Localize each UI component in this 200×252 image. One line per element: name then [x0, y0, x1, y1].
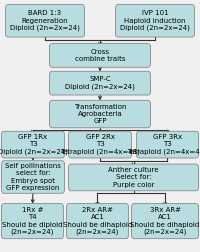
FancyBboxPatch shape	[132, 204, 198, 239]
FancyBboxPatch shape	[6, 5, 84, 37]
FancyBboxPatch shape	[2, 204, 63, 239]
FancyBboxPatch shape	[2, 161, 64, 193]
FancyBboxPatch shape	[50, 44, 150, 67]
Text: 1Rx #
T4
Should be diploid
(2n=2x=24): 1Rx # T4 Should be diploid (2n=2x=24)	[2, 207, 63, 235]
FancyBboxPatch shape	[69, 164, 198, 191]
FancyBboxPatch shape	[67, 204, 128, 239]
FancyBboxPatch shape	[137, 131, 198, 158]
FancyBboxPatch shape	[50, 71, 150, 95]
Text: Self pollinations
select for:
Embryo spot
GFP expression: Self pollinations select for: Embryo spo…	[5, 163, 61, 191]
Text: Cross
combine traits: Cross combine traits	[75, 49, 125, 62]
Text: 2Rx AR#
AC1
Should be dihaploid
(2n=2x=24): 2Rx AR# AC1 Should be dihaploid (2n=2x=2…	[63, 207, 132, 235]
FancyBboxPatch shape	[50, 100, 150, 128]
Text: IVP 101
Haploid induction
Diploid (2n=2x=24): IVP 101 Haploid induction Diploid (2n=2x…	[120, 10, 190, 31]
Text: GFP 1Rx
T3
Diploid (2n=2x=24): GFP 1Rx T3 Diploid (2n=2x=24)	[0, 134, 68, 155]
FancyBboxPatch shape	[69, 131, 131, 158]
Text: Anther culture
Select for:
Purple color: Anther culture Select for: Purple color	[108, 167, 159, 188]
FancyBboxPatch shape	[116, 5, 194, 37]
FancyBboxPatch shape	[2, 131, 64, 158]
Text: BARD 1:3
Regeneration
Diploid (2n=2x=24): BARD 1:3 Regeneration Diploid (2n=2x=24)	[10, 10, 80, 31]
Text: GFP 3Rx
T3
Tetraploid (2n=4x=48): GFP 3Rx T3 Tetraploid (2n=4x=48)	[128, 134, 200, 155]
Text: GFP 2Rx
T3
Tetraploid (2n=4x=48): GFP 2Rx T3 Tetraploid (2n=4x=48)	[60, 134, 140, 155]
Text: Transformation
Agrobacteria
GFP: Transformation Agrobacteria GFP	[74, 104, 126, 124]
Text: SMP-C
Diploid (2n=2x=24): SMP-C Diploid (2n=2x=24)	[65, 76, 135, 90]
Text: 3Rx AR#
AC1
Should be dihaploid
(2n=2x=24): 3Rx AR# AC1 Should be dihaploid (2n=2x=2…	[130, 207, 200, 235]
